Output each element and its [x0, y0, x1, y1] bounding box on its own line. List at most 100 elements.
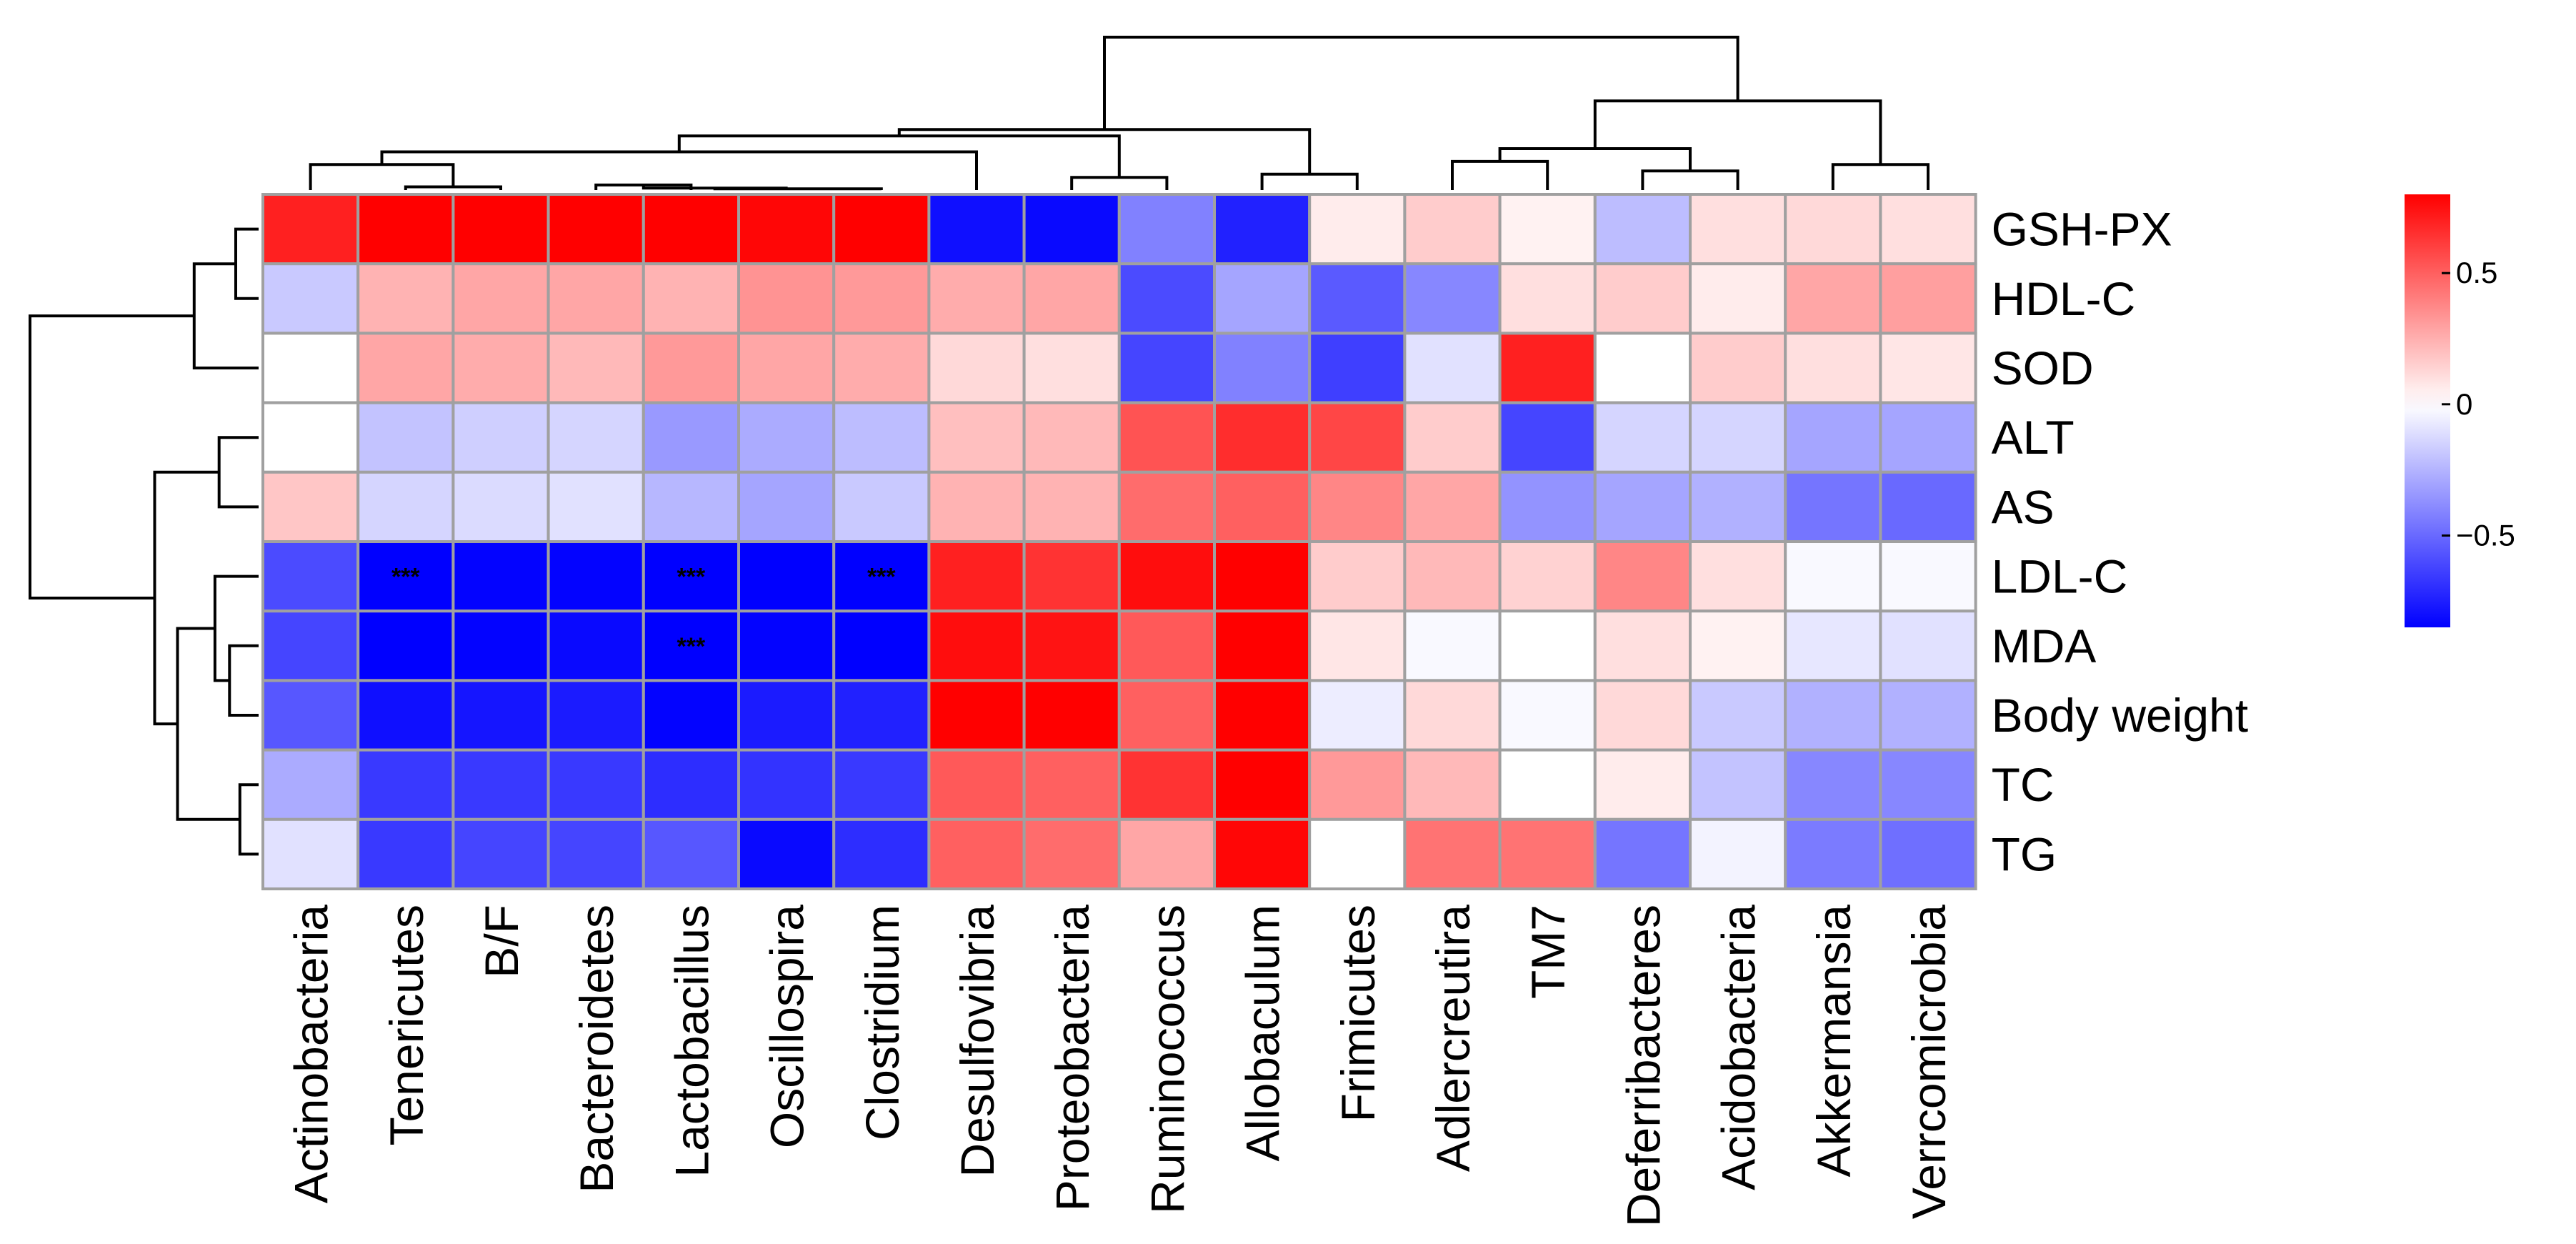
cell-alt-allobaculum: [1213, 401, 1312, 474]
cell-tg-lactobacillus: [641, 817, 740, 891]
cell-mda-frimicutes: [1308, 609, 1407, 682]
cell-mda-adlercreutira: [1403, 609, 1502, 682]
cell-as-ruminococcus: [1117, 470, 1217, 543]
cell-ldl-c-deferribacteres: [1593, 540, 1692, 613]
cell-tc-acidobacteria: [1689, 748, 1787, 821]
cell-sod-ruminococcus: [1117, 332, 1217, 404]
cell-sod-tenericutes: [356, 332, 455, 404]
cell-tg-clostridium: [832, 817, 931, 891]
cell-mda-clostridium: [832, 609, 931, 682]
cell-mda-tm7: [1498, 609, 1597, 682]
column-label-oscillospira: Oscillospira: [761, 905, 814, 1148]
column-label-tenericutes: Tenericutes: [380, 905, 433, 1146]
significance-marks: *** *** *** ***: [391, 564, 896, 660]
column-label-bacteroidetes: Bacteroidetes: [570, 905, 623, 1193]
cell-as-deferribacteres: [1593, 470, 1692, 543]
cell-hdl-c-adlercreutira: [1403, 262, 1502, 335]
cell-as-b-f: [451, 470, 550, 543]
row-dendrogram-branch: [153, 470, 219, 726]
column-dendrogram-branch: [1641, 169, 1739, 190]
cell-tc-verrcomicrobia: [1879, 748, 1977, 821]
cell-alt-tm7: [1498, 401, 1597, 474]
cell-body-weight-tm7: [1498, 679, 1597, 752]
column-dendrogram: [309, 36, 1929, 191]
row-label-gsh-px: GSH-PX: [1992, 203, 2172, 256]
cell-gsh-px-oscillospira: [737, 193, 836, 266]
cell-mda-verrcomicrobia: [1879, 609, 1977, 682]
cell-tc-desulfovibria: [927, 748, 1026, 821]
cell-gsh-px-desulfovibria: [927, 193, 1026, 266]
cell-mda-ruminococcus: [1117, 609, 1217, 682]
significance-mark: ***: [677, 633, 706, 660]
cell-hdl-c-ruminococcus: [1117, 262, 1217, 335]
cell-tg-tenericutes: [356, 817, 455, 891]
cell-gsh-px-b-f: [451, 193, 550, 266]
cell-as-verrcomicrobia: [1879, 470, 1977, 543]
cell-ldl-c-akkermansia: [1784, 540, 1882, 613]
cell-ldl-c-actinobacteria: [261, 540, 360, 613]
cell-gsh-px-verrcomicrobia: [1879, 193, 1977, 266]
cell-body-weight-proteobacteria: [1022, 679, 1121, 752]
cell-sod-acidobacteria: [1689, 332, 1787, 404]
row-label-ldl-c: LDL-C: [1992, 550, 2128, 603]
cell-body-weight-deferribacteres: [1593, 679, 1692, 752]
column-label-deferribacteres: Deferribacteres: [1617, 905, 1669, 1227]
cell-tc-actinobacteria: [261, 748, 360, 821]
column-label-ruminococcus: Ruminococcus: [1141, 905, 1194, 1214]
column-label-b-f: B/F: [475, 905, 528, 978]
cell-alt-lactobacillus: [641, 401, 740, 474]
cell-hdl-c-oscillospira: [737, 262, 836, 335]
row-dendrogram-branch: [234, 227, 259, 300]
cell-sod-bacteroidetes: [546, 332, 645, 404]
column-dendrogram-branch: [1451, 159, 1549, 190]
cell-alt-actinobacteria: [261, 401, 360, 474]
cell-as-actinobacteria: [261, 470, 360, 543]
column-label-tm7: TM7: [1522, 905, 1574, 999]
column-label-akkermansia: Akkermansia: [1807, 905, 1860, 1178]
cell-as-desulfovibria: [927, 470, 1026, 543]
column-label-acidobacteria: Acidobacteria: [1712, 905, 1765, 1190]
cell-tg-frimicutes: [1308, 817, 1407, 891]
cell-body-weight-clostridium: [832, 679, 931, 752]
cell-mda-bacteroidetes: [546, 609, 645, 682]
cell-body-weight-allobaculum: [1213, 679, 1312, 752]
row-label-as: AS: [1992, 480, 2055, 533]
cell-alt-tenericutes: [356, 401, 455, 474]
cell-gsh-px-lactobacillus: [641, 193, 740, 266]
legend-tick-label: 0.5: [2456, 256, 2497, 289]
cell-tc-proteobacteria: [1022, 748, 1121, 821]
cell-as-lactobacillus: [641, 470, 740, 543]
cell-gsh-px-proteobacteria: [1022, 193, 1121, 266]
row-dendrogram-branch: [217, 436, 259, 509]
cell-ldl-c-adlercreutira: [1403, 540, 1502, 613]
cell-hdl-c-akkermansia: [1784, 262, 1882, 335]
column-dendrogram-branch: [677, 134, 1121, 178]
cell-body-weight-acidobacteria: [1689, 679, 1787, 752]
cell-mda-oscillospira: [737, 609, 836, 682]
legend-tick-label: 0: [2456, 387, 2472, 421]
cell-tg-adlercreutira: [1403, 817, 1502, 891]
cell-as-frimicutes: [1308, 470, 1407, 543]
cell-gsh-px-deferribacteres: [1593, 193, 1692, 266]
cell-alt-oscillospira: [737, 401, 836, 474]
cell-as-clostridium: [832, 470, 931, 543]
cell-gsh-px-actinobacteria: [261, 193, 360, 266]
cell-alt-verrcomicrobia: [1879, 401, 1977, 474]
cell-gsh-px-frimicutes: [1308, 193, 1407, 266]
cell-ldl-c-allobaculum: [1213, 540, 1312, 613]
cell-gsh-px-akkermansia: [1784, 193, 1882, 266]
row-label-tc: TC: [1992, 758, 2055, 811]
cell-ldl-c-proteobacteria: [1022, 540, 1121, 613]
cell-body-weight-b-f: [451, 679, 550, 752]
cell-alt-deferribacteres: [1593, 401, 1692, 474]
cell-alt-bacteroidetes: [546, 401, 645, 474]
column-dendrogram-branch: [713, 187, 883, 191]
cell-tg-ruminococcus: [1117, 817, 1217, 891]
cell-as-acidobacteria: [1689, 470, 1787, 543]
cell-gsh-px-clostridium: [832, 193, 931, 266]
cell-alt-clostridium: [832, 401, 931, 474]
row-label-mda: MDA: [1992, 619, 2097, 672]
cell-as-tm7: [1498, 470, 1597, 543]
cell-tg-bacteroidetes: [546, 817, 645, 891]
column-dendrogram-branch: [1593, 99, 1882, 165]
